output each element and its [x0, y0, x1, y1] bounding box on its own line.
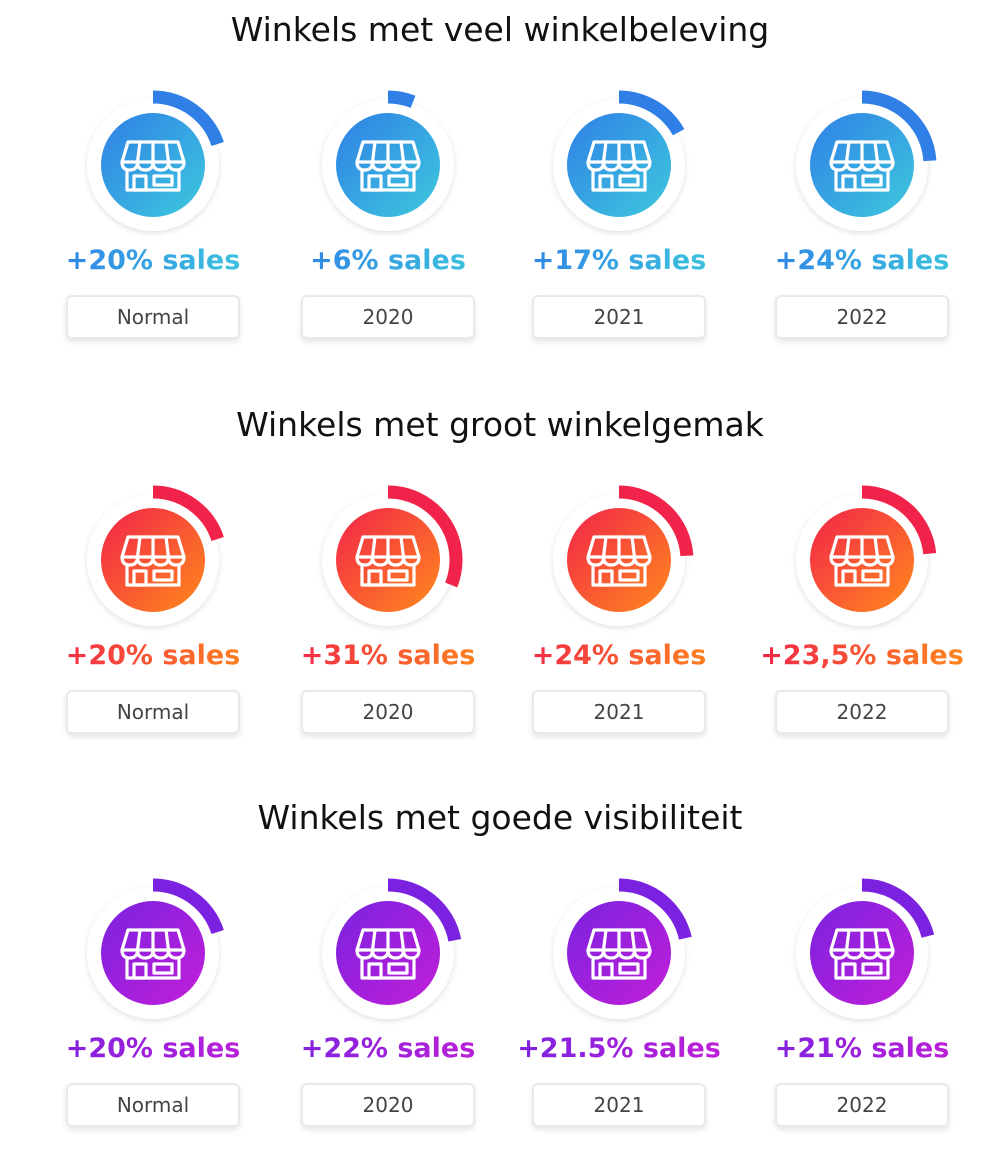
- category-label: Normal: [66, 295, 240, 339]
- progress-arc: [618, 90, 685, 136]
- stat-item: +20% sales Normal: [43, 878, 263, 1148]
- stat-item: +20% sales Normal: [43, 90, 263, 360]
- progress-arc: [152, 90, 224, 147]
- category-label: Normal: [66, 690, 240, 734]
- store-icon: [120, 140, 186, 192]
- stat-item: +6% sales 2020: [278, 90, 498, 360]
- section-title: Winkels met veel winkelbeleving: [230, 10, 770, 49]
- sales-value: +20% sales: [43, 245, 263, 276]
- category-label: 2020: [301, 690, 475, 734]
- store-icon: [586, 535, 652, 587]
- store-icon: [120, 928, 186, 980]
- progress-ring: [787, 485, 937, 635]
- section-title: Winkels met groot winkelgemak: [236, 405, 764, 444]
- store-icon: [355, 535, 421, 587]
- stat-item: +23,5% sales 2022: [752, 485, 972, 755]
- stat-item: +21.5% sales 2021: [509, 878, 729, 1148]
- progress-arc: [152, 485, 224, 542]
- category-label: 2020: [301, 295, 475, 339]
- progress-ring: [544, 878, 694, 1028]
- progress-arc: [861, 878, 935, 938]
- stat-item: +17% sales 2021: [509, 90, 729, 360]
- section-title: Winkels met goede visibiliteit: [257, 798, 743, 837]
- store-icon: [586, 928, 652, 980]
- progress-arc: [618, 485, 694, 557]
- category-label: 2021: [532, 1083, 706, 1127]
- category-label: 2022: [775, 1083, 949, 1127]
- sales-value: +6% sales: [278, 245, 498, 276]
- sales-value: +20% sales: [43, 1033, 263, 1064]
- stat-item: +21% sales 2022: [752, 878, 972, 1148]
- progress-ring: [78, 485, 228, 635]
- progress-arc: [387, 90, 416, 108]
- progress-ring: [78, 878, 228, 1028]
- sales-value: +17% sales: [509, 245, 729, 276]
- store-icon: [586, 140, 652, 192]
- progress-ring: [313, 485, 463, 635]
- category-label: 2022: [775, 690, 949, 734]
- sales-value: +22% sales: [278, 1033, 498, 1064]
- store-icon: [120, 535, 186, 587]
- sales-value: +23,5% sales: [752, 640, 972, 671]
- progress-arc: [861, 90, 937, 162]
- store-icon: [355, 140, 421, 192]
- progress-arc: [861, 485, 937, 555]
- progress-arc: [387, 878, 462, 942]
- progress-ring: [787, 878, 937, 1028]
- stat-item: +22% sales 2020: [278, 878, 498, 1148]
- progress-ring: [544, 90, 694, 240]
- sales-value: +24% sales: [752, 245, 972, 276]
- stat-item: +20% sales Normal: [43, 485, 263, 755]
- progress-arc: [152, 878, 224, 935]
- sales-value: +21% sales: [752, 1033, 972, 1064]
- store-icon: [829, 535, 895, 587]
- sales-value: +21.5% sales: [509, 1033, 729, 1064]
- sales-value: +20% sales: [43, 640, 263, 671]
- stat-item: +24% sales 2021: [509, 485, 729, 755]
- sales-value: +24% sales: [509, 640, 729, 671]
- sales-value: +31% sales: [278, 640, 498, 671]
- progress-ring: [313, 90, 463, 240]
- category-label: 2022: [775, 295, 949, 339]
- stat-item: +31% sales 2020: [278, 485, 498, 755]
- stat-item: +24% sales 2022: [752, 90, 972, 360]
- category-label: 2020: [301, 1083, 475, 1127]
- progress-ring: [787, 90, 937, 240]
- progress-arc: [618, 878, 692, 940]
- store-icon: [829, 140, 895, 192]
- progress-ring: [313, 878, 463, 1028]
- store-icon: [829, 928, 895, 980]
- progress-ring: [78, 90, 228, 240]
- category-label: 2021: [532, 295, 706, 339]
- progress-arc: [387, 485, 463, 588]
- store-icon: [355, 928, 421, 980]
- category-label: 2021: [532, 690, 706, 734]
- category-label: Normal: [66, 1083, 240, 1127]
- progress-ring: [544, 485, 694, 635]
